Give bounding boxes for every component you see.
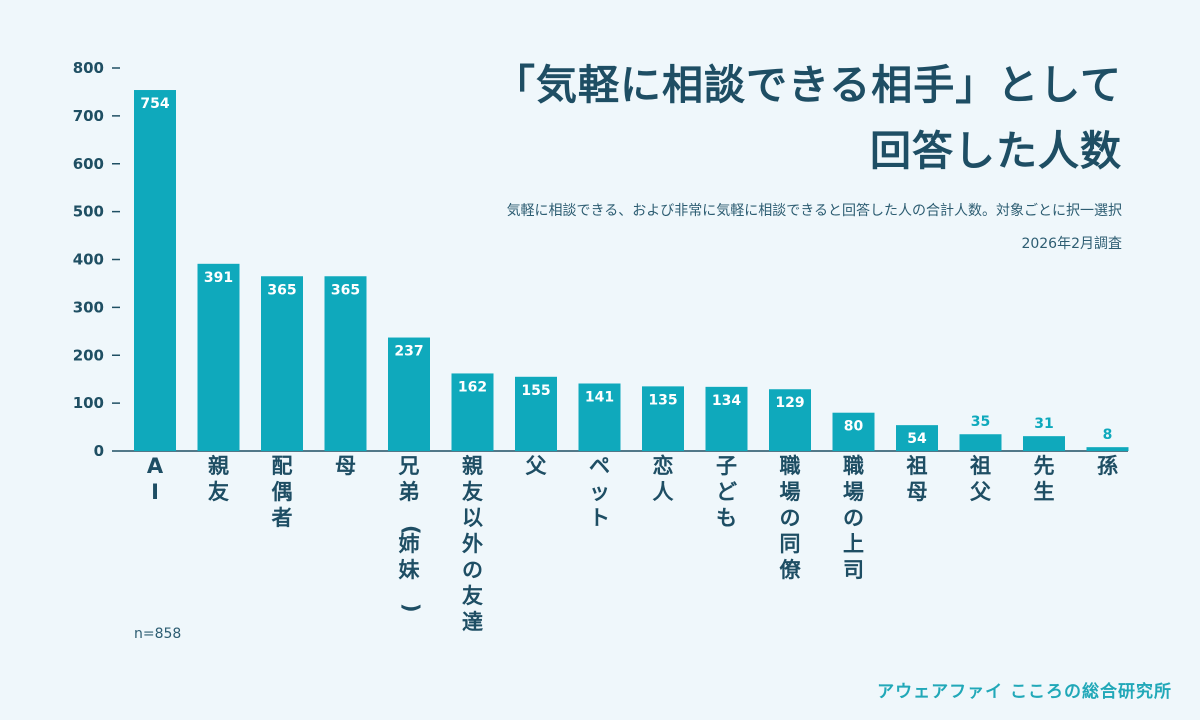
category-label-4: 兄弟(姉妹)	[398, 454, 424, 613]
category-label-6: 父	[526, 454, 548, 478]
bar-15	[1086, 447, 1129, 451]
chart-subtitle: 気軽に相談できる、および非常に気軽に相談できると回答した人の合計人数。対象ごとに…	[506, 203, 1122, 219]
chart-title-line2: 回答した人数	[870, 127, 1122, 175]
data-label-10: 129	[775, 395, 804, 411]
category-label-14: 先生	[1034, 454, 1055, 504]
category-label-12: 祖母	[906, 454, 928, 504]
sample-size: n=858	[134, 626, 182, 642]
bar-7	[578, 383, 621, 451]
y-tick-label-6: 600	[73, 155, 104, 173]
y-tick-label-0: 0	[94, 442, 104, 460]
category-label-15: 孫	[1097, 454, 1118, 478]
category-label-9: 子ども	[716, 454, 737, 530]
bar-8	[642, 386, 684, 451]
bar-4	[388, 337, 430, 451]
chart-title: 「気軽に相談できる相手」として 回答した人数	[494, 52, 1122, 184]
data-label-8: 135	[648, 392, 677, 408]
data-label-5: 162	[458, 379, 487, 395]
x-axis-categories: A I 親友 配偶者 母 兄弟(姉妹) 親友以外の友達 父 ペット 恋人 子ども 職場の同僚 職場の上司…	[147, 454, 1118, 634]
data-label-4: 237	[394, 344, 423, 360]
y-tick-label-1: 100	[73, 394, 104, 412]
data-label-14: 31	[1034, 416, 1053, 432]
bar-2	[261, 276, 303, 451]
data-label-7: 141	[585, 389, 614, 405]
data-label-11: 80	[844, 419, 864, 435]
bar-5	[451, 373, 494, 451]
bar-3	[324, 276, 367, 451]
bar-0	[134, 90, 176, 452]
data-label-1: 391	[204, 270, 233, 286]
category-label-10: 職場の同僚	[780, 454, 802, 582]
data-label-9: 134	[712, 393, 741, 409]
data-label-0: 754	[140, 96, 169, 112]
y-tick-label-2: 200	[73, 346, 104, 364]
data-label-6: 155	[521, 383, 550, 399]
bar-9	[705, 386, 748, 451]
chart-title-line1: 「気軽に相談できる相手」として	[494, 61, 1122, 109]
category-label-7: ペット	[589, 454, 610, 530]
data-label-2: 365	[267, 282, 296, 298]
data-label-15: 8	[1103, 427, 1113, 443]
category-label-11: 職場の上司	[843, 454, 864, 582]
bar-series	[134, 90, 1129, 452]
category-label-8: 恋人	[653, 454, 674, 504]
data-labels: 754 391 365 365 237 162 155 141 135 134 129 80 54 35 3…	[140, 96, 1112, 447]
bar-1	[197, 263, 240, 451]
bar-14	[1023, 436, 1065, 451]
y-tick-label-7: 700	[73, 107, 104, 125]
brand-logo-text: アウェアファイ こころの総合研究所	[877, 682, 1172, 702]
y-tick-label-4: 400	[73, 251, 104, 269]
bar-10	[769, 389, 811, 451]
category-label-2: 配偶者	[272, 454, 293, 530]
category-label-13: 祖父	[969, 454, 992, 504]
category-label-1: 親友	[208, 454, 229, 504]
y-tick-label-8: 800	[73, 59, 104, 77]
data-label-12: 54	[907, 431, 927, 447]
data-label-3: 365	[331, 282, 360, 298]
bar-6	[515, 376, 557, 451]
category-label-3: 母	[335, 454, 356, 478]
bar-13	[959, 434, 1002, 451]
category-label-5: 親友以外の友達	[462, 454, 483, 634]
data-label-13: 35	[971, 414, 990, 430]
survey-date: 2026年2月調査	[1021, 236, 1122, 252]
bar-12	[896, 425, 938, 451]
y-tick-label-3: 300	[73, 298, 104, 316]
bar-11	[832, 412, 875, 451]
y-tick-label-5: 500	[73, 203, 104, 221]
